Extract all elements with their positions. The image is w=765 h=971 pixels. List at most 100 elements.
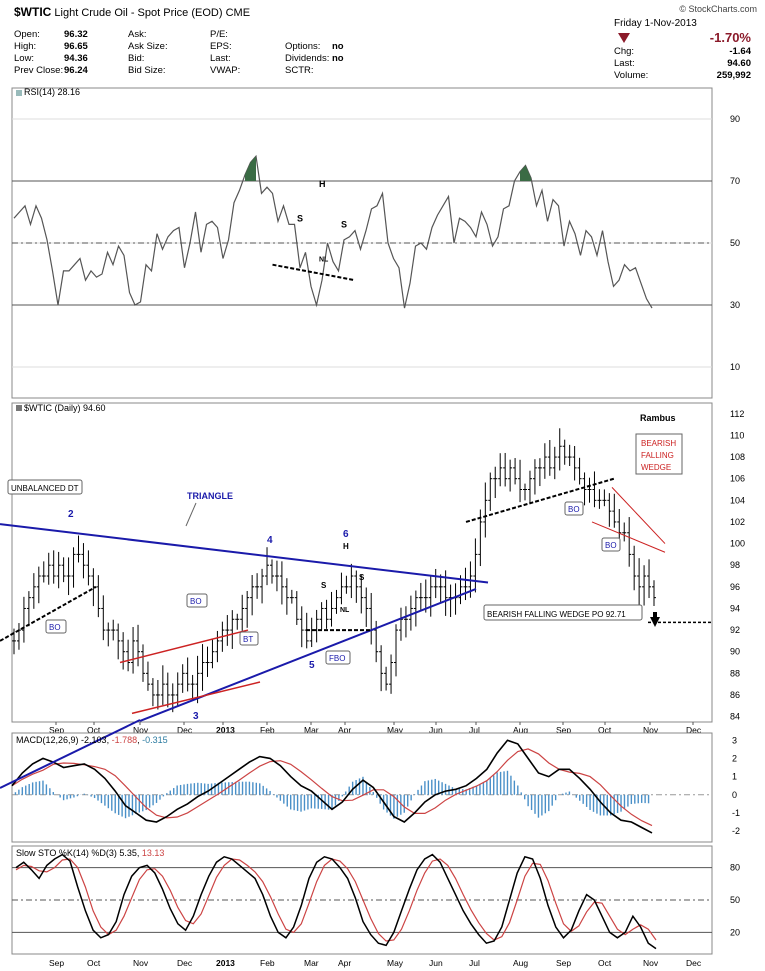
quote-l4-3: SCTR: xyxy=(285,65,314,76)
quote-l1-2: Low: xyxy=(14,53,35,64)
sto-k-line xyxy=(15,853,657,950)
rsi-tick-70: 70 xyxy=(730,176,740,186)
red-channel-top xyxy=(119,629,249,664)
annotation-bo-3-box xyxy=(564,501,584,516)
ohlc-bar-8 xyxy=(51,550,56,584)
ohlc-bar-38 xyxy=(200,644,205,691)
price-legend: $WTIC (Daily) 94.60 xyxy=(24,403,106,413)
price-tick-104: 104 xyxy=(730,495,745,505)
ohlc-bar-102 xyxy=(518,459,523,503)
ohlc-bar-76 xyxy=(389,654,394,694)
ohlc-bar-21 xyxy=(116,623,121,660)
ohlc-bar-70 xyxy=(359,575,364,614)
ohlc-bar-49 xyxy=(255,573,260,599)
annotation-bo-2: BO xyxy=(190,597,202,606)
annotation-rambus: Rambus xyxy=(640,413,676,423)
quote-l1-3: Prev Close: xyxy=(14,65,64,76)
ohlc-bar-68 xyxy=(349,563,354,599)
ohlc-bar-127 xyxy=(642,565,647,606)
ohlc-bar-108 xyxy=(547,439,552,476)
triangle-top-line xyxy=(0,523,489,584)
macd-tick--2: -2 xyxy=(732,826,740,836)
ohlc-bar-27 xyxy=(145,661,150,691)
ohlc-bar-83 xyxy=(423,579,428,613)
ohlc-bar-14 xyxy=(81,543,86,579)
change-percent: -1.70% xyxy=(709,30,751,45)
ohlc-bar-12 xyxy=(71,547,76,588)
red-channel-bottom xyxy=(131,681,261,715)
triangle-bottom-line xyxy=(139,588,477,722)
price-xtick-Dec-3: Dec xyxy=(177,725,193,735)
price-xtick-Nov-14: Nov xyxy=(643,725,659,735)
price-tick-88: 88 xyxy=(730,668,740,678)
sto-xtick-Aug-11: Aug xyxy=(513,958,528,968)
quote-l2-3: Bid Size: xyxy=(128,65,166,76)
price-tick-84: 84 xyxy=(730,712,740,722)
sto-legend: Slow STO %K(14) %D(3) 5.35, 13.13 xyxy=(16,848,164,858)
ohlc-bar-110 xyxy=(557,428,562,471)
price-tick-86: 86 xyxy=(730,690,740,700)
price-tick-108: 108 xyxy=(730,452,745,462)
ohlc-bar-112 xyxy=(567,444,572,466)
price-tick-106: 106 xyxy=(730,474,745,484)
ohlc-bar-40 xyxy=(210,638,215,669)
wave-label-3: 3 xyxy=(193,711,199,722)
ohlc-bar-120 xyxy=(607,493,612,527)
ohlc-bar-25 xyxy=(136,624,141,667)
ohlc-bar-97 xyxy=(493,466,498,499)
ohlc-bar-125 xyxy=(632,545,637,591)
macd-tick-2: 2 xyxy=(732,753,737,763)
ohlc-bar-46 xyxy=(240,594,245,631)
hs-label-nl: NL xyxy=(340,607,350,614)
ohlc-bar-121 xyxy=(612,493,617,528)
price-xtick-May-8: May xyxy=(387,725,404,735)
sto-tick-20: 20 xyxy=(730,927,740,937)
price-legend-icon xyxy=(16,405,22,411)
ohlc-bar-105 xyxy=(532,459,537,495)
quote-l3-2: Last: xyxy=(210,53,231,64)
ohlc-bar-58 xyxy=(299,606,304,648)
annotation-po: BEARISH FALLING WEDGE PO 92.71 xyxy=(487,610,626,619)
ohlc-bar-33 xyxy=(175,672,180,707)
annotation-bo-4: BO xyxy=(605,541,617,550)
rsi-overbought-fill-44 xyxy=(250,156,256,181)
annotation-bo-4-box xyxy=(601,537,621,552)
ohlc-bar-111 xyxy=(562,439,567,465)
ohlc-bar-9 xyxy=(56,551,61,589)
quote-l3-1: EPS: xyxy=(210,41,232,52)
quote-v1-1: 96.65 xyxy=(64,41,88,52)
quote-l2-1: Ask Size: xyxy=(128,41,168,52)
hs-label-h: H xyxy=(343,542,349,551)
ohlc-bar-103 xyxy=(523,483,528,501)
sto-legend-part-1: 5.35 xyxy=(119,848,137,858)
annotation-wedge-2: FALLING xyxy=(641,451,674,460)
ohlc-bar-18 xyxy=(101,595,106,641)
sto-xtick-Nov-14: Nov xyxy=(643,958,659,968)
quote-l3-3: VWAP: xyxy=(210,65,241,76)
ohlc-bar-80 xyxy=(408,595,413,631)
price-xtick-Aug-11: Aug xyxy=(513,725,528,735)
price-xtick-Feb-5: Feb xyxy=(260,725,275,735)
price-panel-frame xyxy=(11,402,713,723)
ohlc-bar-62 xyxy=(319,602,324,630)
ohlc-bar-85 xyxy=(433,568,438,599)
triangle-bottom-extension xyxy=(0,719,141,789)
price-xtick-Apr-7: Apr xyxy=(338,725,351,735)
quote-l4-2: Dividends: xyxy=(285,53,330,64)
sto-xtick-2013-4: 2013 xyxy=(216,958,235,968)
price-xtick-Mar-6: Mar xyxy=(304,725,319,735)
ohlc-bar-52 xyxy=(269,559,274,584)
ohlc-bar-84 xyxy=(428,574,433,617)
price-xtick-Oct-13: Oct xyxy=(598,725,612,735)
quote-right-label-2: Volume: xyxy=(614,70,649,81)
watermark: © StockCharts.com xyxy=(679,4,757,14)
macd-tick--1: -1 xyxy=(732,808,740,818)
macd-legend-part-1: -2.103 xyxy=(81,735,107,745)
quote-l3-0: P/E: xyxy=(210,29,228,40)
quote-l1-0: Open: xyxy=(14,29,40,40)
quote-right-value-0: -1.64 xyxy=(729,46,751,57)
sto-xtick-Oct-1: Oct xyxy=(87,958,101,968)
quote-right-value-1: 94.60 xyxy=(727,58,751,69)
ohlc-bar-66 xyxy=(339,572,344,605)
